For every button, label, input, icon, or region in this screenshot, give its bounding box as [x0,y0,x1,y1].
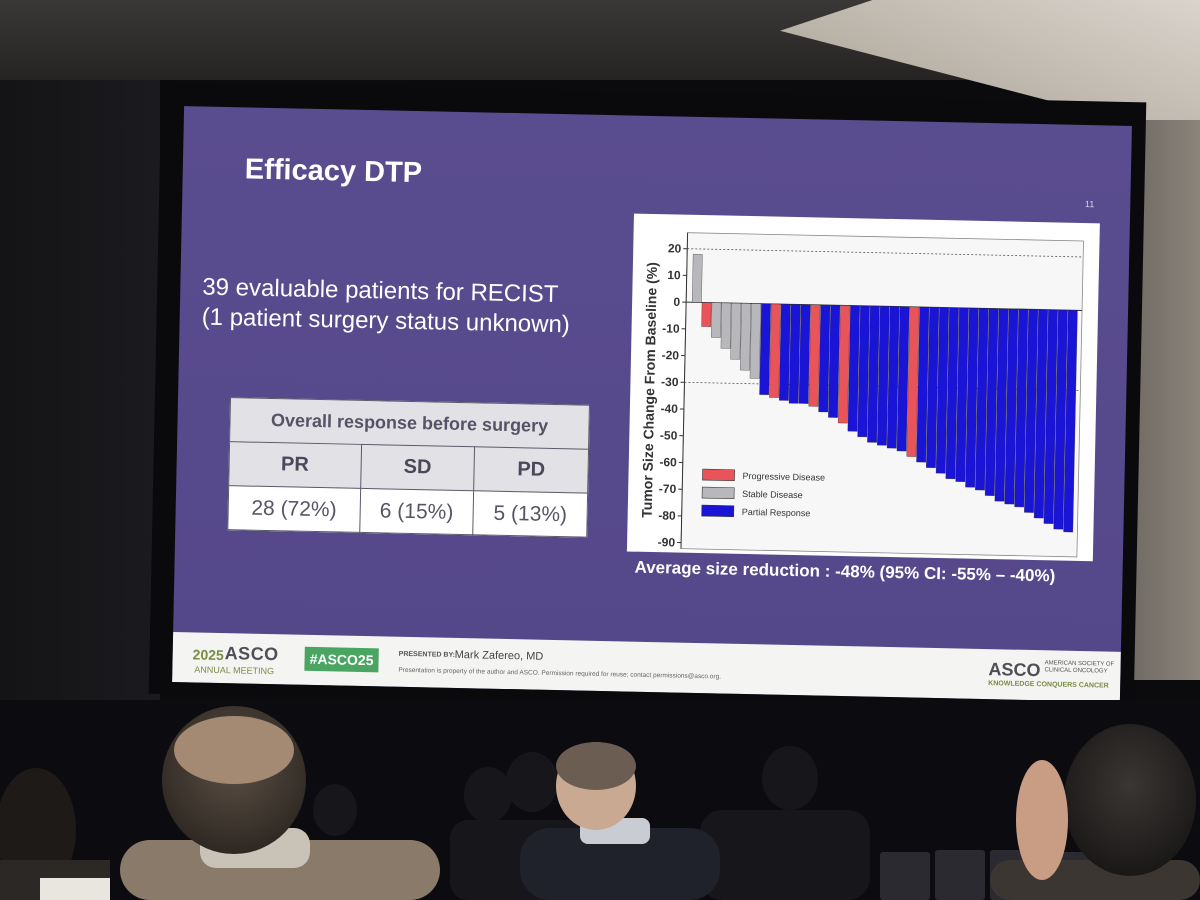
legend-label: Partial Response [742,507,811,518]
footer-meeting: ANNUAL MEETING [194,664,275,677]
slide-number: 11 [1084,199,1095,210]
person-right [990,724,1200,900]
y-tick-label: -30 [661,375,679,389]
waterfall-bar [994,308,1009,502]
waterfall-bar [935,307,949,474]
waterfall-bar [740,303,752,371]
presenter-name: Mark Zafereo, MD [454,648,544,663]
audience-silhouettes [0,700,1200,900]
y-tick-label: -60 [659,455,677,469]
y-tick-label: -70 [659,482,677,496]
legend-swatch [701,486,735,500]
person-left [0,768,110,900]
category-sd: SD [360,444,475,491]
waterfall-bar [916,306,930,463]
waterfall-bar [955,307,969,482]
waterfall-bar [759,303,771,395]
waterfall-bar [1024,309,1039,513]
hashtag-badge: #ASCO25 [304,646,379,673]
waterfall-bar [691,254,703,303]
value-sd: 6 (15%) [359,488,474,535]
y-tick-label: -10 [662,321,680,335]
y-tick-label: -90 [658,535,676,549]
y-tick-label: -20 [662,348,680,362]
slide-subtitle: 39 evaluable patients for RECIST (1 pati… [201,273,570,341]
waterfall-chart: 20 10 0 -10 -20 -30 -40 -50 -60 -70 -80 -90 Progres… [639,232,1084,558]
waterfall-chart-panel: 20 10 0 -10 -20 -30 -40 -50 -60 -70 -80 -90 Progres… [626,213,1100,562]
footer-asco-logo: ASCO [224,643,279,665]
waterfall-bar [720,302,732,349]
y-axis [680,232,689,549]
category-pd: PD [473,446,589,494]
legend-swatch [701,504,735,518]
society-name: AMERICAN SOCIETY OF CLINICAL ONCOLOGY [1044,660,1115,675]
waterfall-bar [798,304,811,404]
left-wall [0,80,160,780]
person-center [520,742,720,900]
presented-by-label: PRESENTED BY: [398,650,456,659]
person-center-left [120,706,440,900]
footer-year: 2025 [192,646,224,664]
y-tick-label: -80 [658,508,676,522]
y-tick-label: -40 [660,402,678,416]
value-pr: 28 (72%) [227,485,361,533]
waterfall-bar [896,306,910,452]
value-pd: 5 (13%) [472,490,588,538]
waterfall-bar [926,307,940,468]
legend-label: Progressive Disease [742,471,825,483]
response-table-header: Overall response before surgery [229,397,590,450]
waterfall-bar [906,306,920,457]
waterfall-bar [1063,309,1078,533]
category-pr: PR [228,441,362,489]
chart-caption: Average size reduction : -48% (95% CI: -… [634,557,1056,586]
asco-society-logo: ASCO [988,659,1041,681]
waterfall-bar [857,305,870,438]
y-tick-label: 20 [668,241,682,255]
presentation-slide: Efficacy DTP 11 39 evaluable patients fo… [172,106,1132,702]
response-table: Overall response before surgery PR SD PD… [227,397,590,538]
waterfall-bar [877,306,890,446]
waterfall-bar [730,302,742,360]
waterfall-bar [828,305,841,418]
waterfall-bar [749,303,761,379]
waterfall-bar [867,305,880,443]
waterfall-bar [837,305,851,424]
subtitle-line-2: (1 patient surgery status unknown) [201,303,571,339]
slide-title: Efficacy DTP [244,153,423,190]
waterfall-bar [886,306,900,449]
waterfall-bar [847,305,860,432]
waterfall-bar [1004,308,1019,505]
y-tick-label: 10 [667,268,681,282]
waterfall-bar [701,302,712,327]
waterfall-bar [965,307,979,488]
waterfall-bar [779,303,791,401]
legend-label: Stable Disease [742,489,803,500]
waterfall-bar [945,307,959,480]
y-axis-label: Tumor Size Change From Baseline (%) [639,262,660,518]
waterfall-bar [975,308,989,491]
waterfall-bar [1033,309,1048,519]
waterfall-bar [1014,308,1029,508]
waterfall-bar [1043,309,1058,524]
waterfall-bar [984,308,999,496]
waterfall-bar [711,302,722,338]
y-tick-label: -50 [660,428,678,442]
copyright-notice: Presentation is property of the author a… [398,666,722,681]
waterfall-bar [769,303,781,398]
waterfall-bar [818,304,831,413]
legend-swatch [702,468,735,482]
y-tick-label: 0 [673,295,680,309]
waterfall-bar [1053,309,1068,530]
waterfall-bar [808,304,821,407]
society-tagline: KNOWLEDGE CONQUERS CANCER [988,680,1109,690]
waterfall-bar [788,304,801,404]
reference-line [687,248,1084,258]
